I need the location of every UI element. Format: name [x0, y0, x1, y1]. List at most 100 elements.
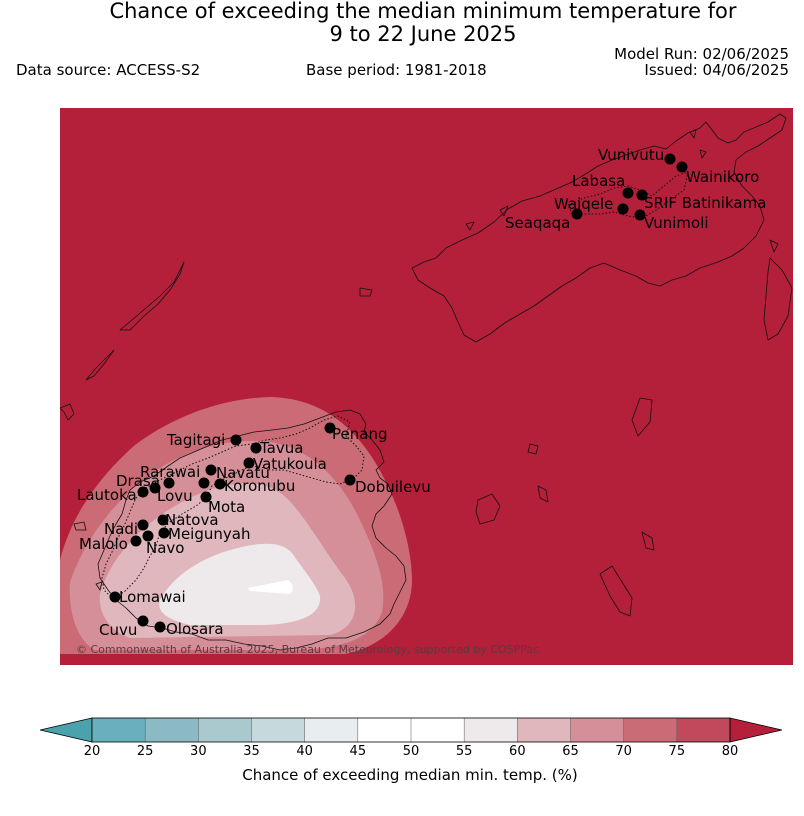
colorbar-label: Chance of exceeding median min. temp. (%… — [242, 766, 578, 784]
island-small-3 — [641, 531, 655, 551]
place-label-navo: Navo — [146, 539, 184, 557]
place-label-navatu: Navatu — [216, 464, 270, 482]
colorbar-cell — [570, 718, 625, 742]
taveuni-coast — [763, 257, 793, 341]
place-marker-mota — [200, 491, 212, 503]
data-source: Data source: ACCESS-S2 — [16, 61, 201, 79]
colorbar-cell — [145, 718, 199, 742]
place-label-koronubu: Koronubu — [224, 477, 295, 495]
colorbar-tick-label: 30 — [190, 744, 207, 759]
map-panel: Vunivutu Wainikoro Labasa SRIF Batinikama Wa… — [60, 108, 793, 665]
place-marker-lomawai — [109, 591, 121, 603]
place-marker-koronubu — [214, 478, 226, 490]
place-marker-vunimoli — [634, 209, 646, 221]
colorbar-cell — [251, 718, 306, 742]
place-marker-navatu — [198, 477, 210, 489]
place-marker-malolo — [130, 535, 142, 547]
place-marker-navo — [142, 530, 154, 542]
place-marker-penang — [324, 422, 336, 434]
colorbar-cell — [92, 718, 146, 742]
colorbar-tick-label: 60 — [509, 744, 526, 759]
place-label-meigunyah: Meigunyah — [168, 525, 250, 543]
place-marker-srif-batinikama — [636, 189, 648, 201]
colorbar-cells — [92, 718, 731, 742]
place-label-natova: Natova — [165, 511, 219, 529]
gau-island — [631, 397, 653, 437]
yasawa-coast-1 — [119, 261, 185, 331]
island-small-5 — [359, 287, 373, 297]
place-label-drasa: Drasa — [116, 472, 160, 490]
island-small-1 — [475, 493, 501, 525]
colorbar-cell — [623, 718, 678, 742]
place-marker-meigunyah — [158, 527, 170, 539]
colorbar-tick-label: 45 — [349, 744, 367, 759]
place-label-srif-batinikama: SRIF Batinikama — [644, 194, 766, 212]
colorbar-tick-label: 25 — [136, 744, 154, 759]
colorbar-tick-label: 50 — [402, 744, 420, 759]
yasawa-coast-2 — [85, 349, 115, 381]
colorbar-over-arrow — [729, 717, 783, 743]
place-marker-natova — [157, 514, 169, 526]
place-label-labasa: Labasa — [572, 172, 625, 190]
colorbar-tick-label: 70 — [615, 744, 632, 759]
place-marker-vatukoula — [243, 457, 255, 469]
viti-levu-district-boundary — [101, 415, 365, 599]
colorbar-under-arrow — [39, 717, 93, 743]
place-marker-cuvu — [137, 615, 149, 627]
place-label-vunivutu: Vunivutu — [598, 146, 664, 164]
place-label-malolo: Malolo — [79, 535, 128, 553]
colorbar — [39, 716, 783, 744]
colorbar-cell — [198, 718, 252, 742]
map-title: Chance of exceeding the median minimum t… — [0, 0, 804, 46]
colorbar-cell — [357, 718, 412, 742]
place-marker-tavua — [250, 442, 262, 454]
place-label-vatukoula: Vatukoula — [253, 455, 327, 473]
colorbar-cell — [411, 718, 465, 742]
place-label-vunimoli: Vunimoli — [644, 214, 709, 232]
place-marker-tagitagi — [230, 434, 242, 446]
place-marker-labasa — [622, 187, 634, 199]
colorbar-tick-label: 55 — [455, 744, 473, 759]
title-line-1: Chance of exceeding the median minimum t… — [109, 0, 737, 23]
place-marker-waiqele — [617, 203, 629, 215]
colorbar-tick-label: 20 — [83, 744, 101, 759]
place-label-tagitagi: Tagitagi — [166, 431, 225, 449]
place-marker-vunivutu — [664, 153, 676, 165]
colorbar-graphic — [39, 717, 783, 743]
mamanuca-islands — [73, 521, 103, 591]
base-period: Base period: 1981-2018 — [306, 61, 487, 79]
place-marker-dobuilevu — [344, 474, 356, 486]
place-label-wainikoro: Wainikoro — [686, 168, 759, 186]
colorbar-outline — [91, 717, 731, 743]
issued-date: Issued: 04/06/2025 — [644, 61, 789, 79]
place-marker-nadi — [137, 519, 149, 531]
colorbar-cell — [517, 718, 571, 742]
probability-map: Vunivutu Wainikoro Labasa SRIF Batinikama Wa… — [60, 108, 793, 665]
place-label-cuvu: Cuvu — [99, 621, 137, 639]
colorbar-cell — [464, 718, 518, 742]
colorbar-ticks: 20 25 30 35 40 45 50 55 60 65 70 75 80 — [0, 744, 804, 764]
place-marker-drasa — [163, 477, 175, 489]
place-label-lautoka: Lautoka — [77, 486, 137, 504]
coastlines — [60, 113, 793, 651]
place-label-waiqele: Waiqele — [554, 195, 613, 213]
place-marker-seaqaqa — [571, 208, 583, 220]
vanua-levu-coast — [411, 113, 787, 343]
place-label-tavua: Tavua — [259, 439, 303, 457]
contour-band-50 — [248, 580, 293, 594]
place-marker-olosara — [154, 621, 166, 633]
viti-levu-coast — [97, 409, 407, 651]
place-label-seaqaqa: Seaqaqa — [505, 214, 570, 232]
colorbar-tick-label: 40 — [296, 744, 313, 759]
contour-band-55 — [159, 543, 321, 625]
copyright-notice: © Commonwealth of Australia 2025, Bureau… — [76, 643, 539, 656]
lau-islands — [465, 129, 779, 253]
place-label-nadi: Nadi — [104, 520, 138, 538]
island-small-4 — [527, 443, 539, 455]
place-markers: Vunivutu Wainikoro Labasa SRIF Batinikama Wa… — [77, 146, 766, 639]
colorbar-tick-label: 80 — [721, 744, 739, 759]
yasawa-coast-3 — [60, 403, 75, 421]
place-label-mota: Mota — [208, 498, 245, 516]
place-label-lomawai: Lomawai — [119, 588, 186, 606]
place-label-olosara: Olosara — [166, 620, 224, 638]
